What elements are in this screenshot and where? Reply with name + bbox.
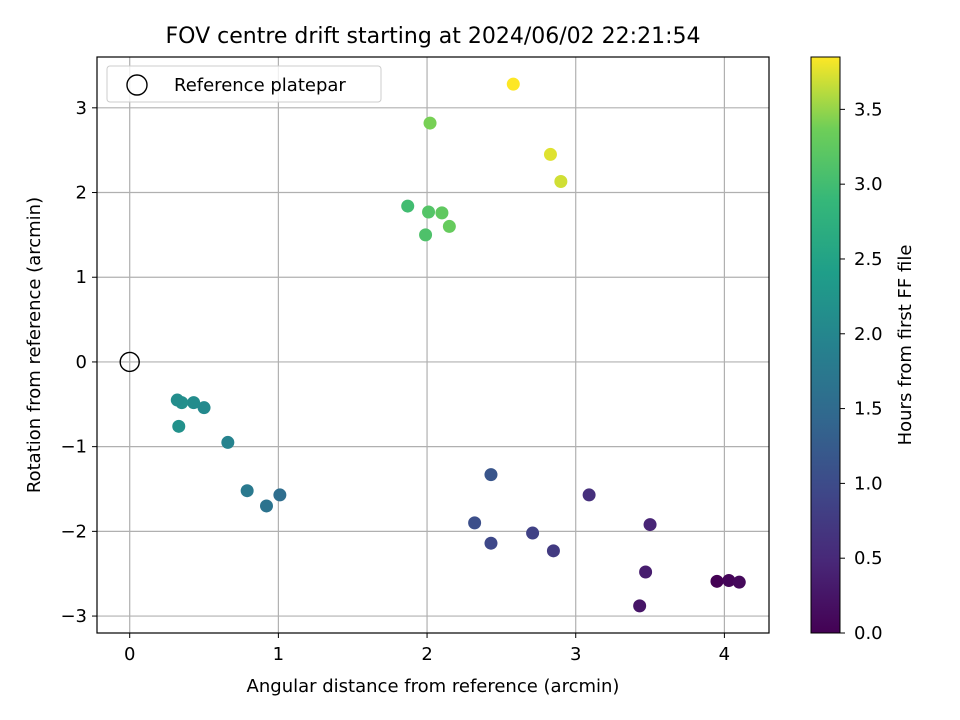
legend: Reference platepar xyxy=(106,65,382,103)
legend-marker-circle xyxy=(126,74,148,96)
colorbar-label: Hours from first FF file xyxy=(895,245,916,446)
colorbar-tick-label: 0.0 xyxy=(854,623,883,644)
grid xyxy=(97,57,769,633)
plot-frame xyxy=(96,56,770,634)
x-tick-label: 2 xyxy=(421,644,432,665)
data-point xyxy=(722,573,736,587)
colorbar-gradient xyxy=(810,56,841,634)
y-tick-label: 1 xyxy=(76,267,87,288)
data-point xyxy=(221,435,235,449)
colorbar-tick-label: 3.5 xyxy=(854,99,883,120)
data-point xyxy=(643,518,657,532)
data-point xyxy=(423,116,437,130)
data-point xyxy=(468,516,482,530)
legend-label: Reference platepar xyxy=(174,75,346,96)
y-axis-label: Rotation from reference (arcmin) xyxy=(24,197,45,493)
data-point xyxy=(710,574,724,588)
y-tick-label: 3 xyxy=(76,98,87,119)
reference-platepar-marker xyxy=(119,351,140,373)
data-point xyxy=(259,499,273,513)
data-point xyxy=(526,526,540,540)
colorbar: 0.0 0.5 1.0 1.5 2.0 2.5 3.0 3.5 Hours from firs… xyxy=(810,56,916,644)
data-point xyxy=(506,77,520,91)
data-points xyxy=(119,77,746,613)
colorbar-tick-label: 2.5 xyxy=(854,249,883,270)
data-point xyxy=(187,396,201,410)
colorbar-ticks: 0.0 0.5 1.0 1.5 2.0 2.5 3.0 3.5 xyxy=(840,99,883,644)
x-tick-label: 3 xyxy=(570,644,581,665)
chart-title: FOV centre drift starting at 2024/06/02 … xyxy=(166,24,701,49)
legend-box xyxy=(106,65,382,103)
data-point xyxy=(401,199,415,213)
data-point xyxy=(435,206,449,220)
data-point xyxy=(422,205,436,219)
data-point xyxy=(546,544,560,558)
data-point xyxy=(582,488,596,502)
colorbar-tick-label: 1.0 xyxy=(854,473,883,494)
axis-ticks: 0 1 2 3 4 −3 −2 −1 0 1 2 3 xyxy=(60,98,730,665)
data-point xyxy=(273,488,287,502)
y-tick-label: 2 xyxy=(76,183,87,204)
data-point xyxy=(197,401,211,415)
x-axis-label: Angular distance from reference (arcmin) xyxy=(247,676,620,697)
y-tick-label: −3 xyxy=(60,606,87,627)
x-tick-label: 0 xyxy=(124,644,135,665)
x-tick-label: 4 xyxy=(719,644,730,665)
data-point xyxy=(484,536,498,550)
colorbar-tick-label: 1.5 xyxy=(854,399,883,420)
data-point xyxy=(240,484,254,498)
colorbar-tick-label: 3.0 xyxy=(854,174,883,195)
data-point xyxy=(732,575,746,589)
data-point xyxy=(639,565,653,579)
colorbar-tick-label: 2.0 xyxy=(854,324,883,345)
data-point xyxy=(442,219,456,233)
data-point xyxy=(484,468,498,482)
data-point xyxy=(419,228,433,242)
data-point xyxy=(543,147,557,161)
y-tick-label: 0 xyxy=(76,352,87,373)
x-tick-label: 1 xyxy=(273,644,284,665)
data-point xyxy=(633,599,647,613)
data-point xyxy=(170,393,184,407)
data-point xyxy=(172,419,186,433)
colorbar-tick-label: 0.5 xyxy=(854,548,883,569)
y-tick-label: −2 xyxy=(60,521,87,542)
y-tick-label: −1 xyxy=(60,437,87,458)
data-point xyxy=(554,175,568,189)
